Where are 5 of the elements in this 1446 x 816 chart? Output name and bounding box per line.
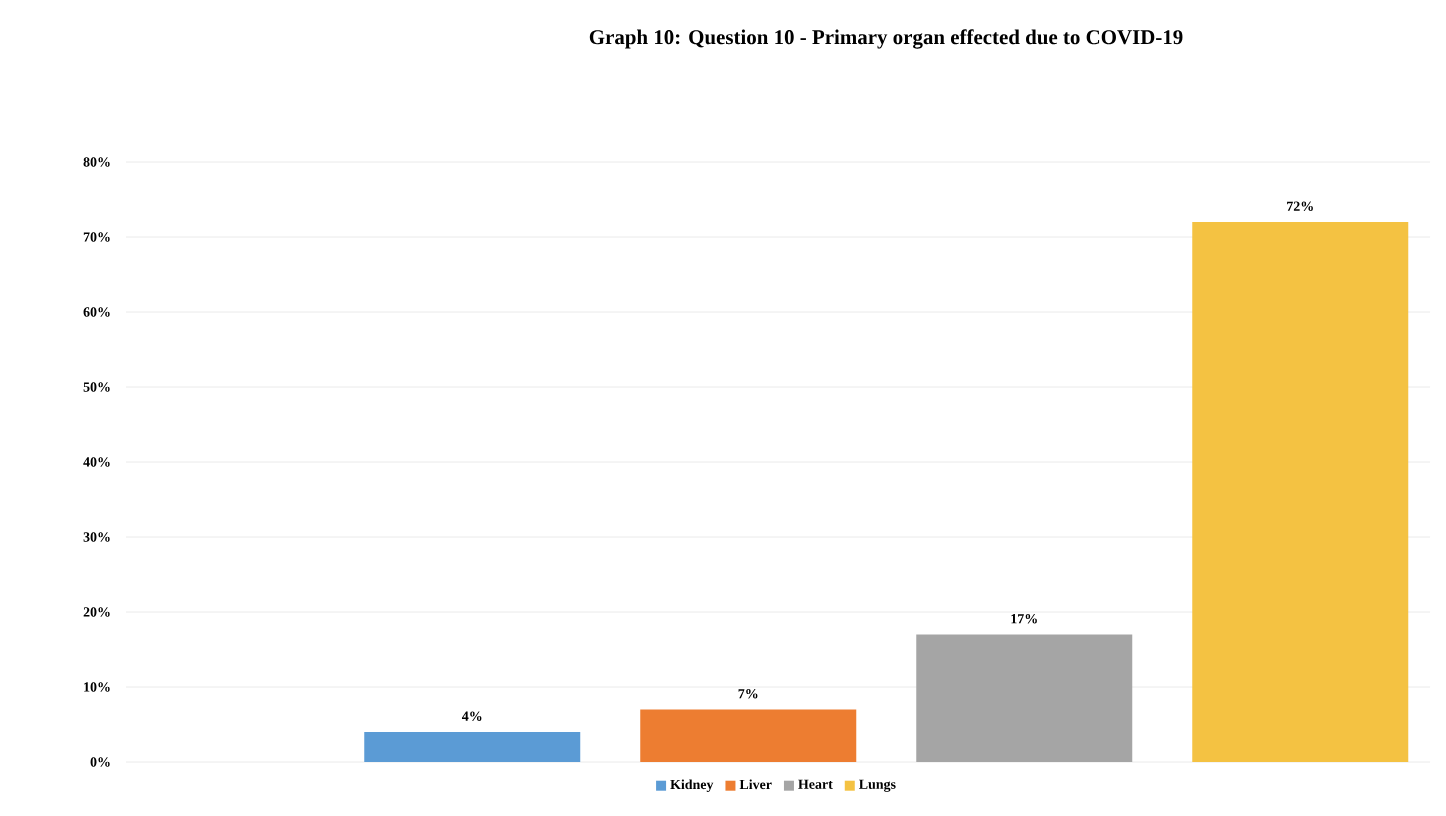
bar — [640, 709, 857, 762]
bar — [1192, 222, 1409, 762]
bar — [916, 634, 1133, 762]
bar — [364, 732, 581, 762]
chart-title: Graph 10: Question 10 - Primary organ effected due to COVID-19 — [589, 29, 1183, 49]
